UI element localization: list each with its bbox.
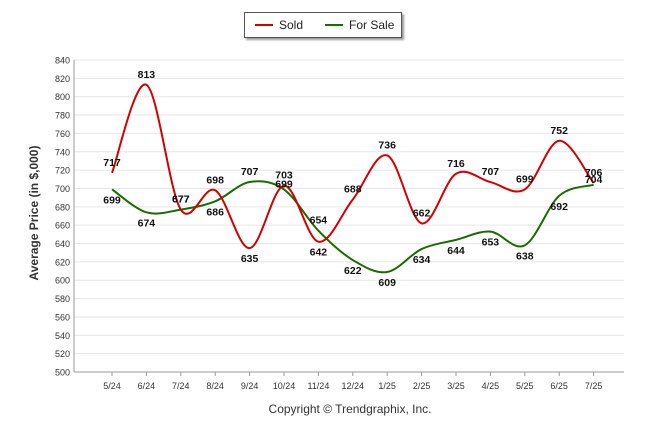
y-tick-label: 760 [55,129,70,139]
x-tick-label: 1/25 [378,381,396,391]
legend-item-sold[interactable]: Sold [255,18,303,32]
for-sale-data-label: 609 [378,277,396,289]
for-sale-data-label: 699 [275,178,293,190]
sold-data-label: 703 [275,170,293,182]
sold-data-label: 698 [206,174,224,186]
for-sale-data-label: 677 [172,194,190,206]
sold-data-label: 642 [310,247,328,259]
sold-swatch [255,24,273,26]
y-tick-label: 660 [55,221,70,231]
x-tick-label: 2/25 [413,381,431,391]
x-tick-label: 4/25 [482,381,500,391]
sold-data-label: 707 [482,166,500,178]
x-tick-label: 8/24 [206,381,224,391]
y-tick-label: 800 [55,92,70,102]
for-sale-data-label: 686 [206,206,224,218]
y-tick-label: 820 [55,74,70,84]
x-tick-label: 11/24 [307,381,329,391]
series-lines [111,83,595,274]
sold-data-label: 716 [447,158,465,170]
y-tick-label: 560 [55,312,70,322]
for-sale-data-label: 638 [516,250,534,262]
y-tick-label: 500 [55,368,70,378]
copyright: Copyright © Trendgraphix, Inc. [268,402,432,416]
legend-for-sale-label: For Sale [349,18,395,32]
grid [73,59,624,373]
for-sale-data-label: 654 [310,215,328,227]
sold-line [111,83,595,250]
sold-data-label: 699 [516,173,534,185]
y-tick-label: 520 [55,349,70,359]
x-tick-label: 6/25 [550,381,568,391]
x-axis-ticks: 5/24 6/24 7/24 8/24 9/24 10/24 11/24 12/24 1/25 2… [103,372,602,391]
y-tick-label: 780 [55,111,70,121]
y-tick-label: 580 [55,294,70,304]
sold-data-label: 706 [585,167,603,179]
sold-data-label: 717 [103,157,121,169]
x-tick-label: 6/24 [138,381,156,391]
y-tick-label: 680 [55,202,70,212]
x-tick-label: 12/24 [342,381,365,391]
x-tick-label: 7/24 [172,381,190,391]
for-sale-data-label: 634 [413,254,431,266]
legend-item-for-sale[interactable]: For Sale [325,18,394,32]
y-axis-label: Average Price (in $,000) [27,145,41,281]
x-tick-label: 5/25 [516,381,534,391]
sold-data-label: 677 [172,194,190,206]
y-tick-label: 700 [55,184,70,194]
sold-data-label: 813 [138,69,156,81]
y-tick-label: 840 [55,56,70,66]
y-axis-ticks: 500 520 540 560 580 600 620 640 660 680 700 720 740 7… [55,56,70,378]
x-tick-label: 9/24 [241,381,259,391]
legend-sold-label: Sold [279,18,304,32]
sold-data-label: 688 [344,183,362,195]
x-tick-label: 10/24 [273,381,296,391]
sold-data-label: 635 [241,253,259,265]
legend: Sold For Sale [244,12,402,38]
for-sale-line [111,180,594,274]
y-tick-label: 540 [55,331,70,341]
for-sale-data-label: 653 [482,237,500,249]
for-sale-data-label: 692 [550,201,568,213]
for-sale-data-label: 699 [103,194,121,206]
y-tick-label: 640 [55,239,70,249]
for-sale-swatch [325,24,344,26]
x-tick-label: 5/24 [103,381,121,391]
for-sale-data-label: 622 [344,265,362,277]
y-tick-label: 600 [55,276,70,286]
sold-data-label: 662 [413,207,431,219]
sold-data-label: 752 [550,125,568,137]
x-tick-label: 7/25 [585,381,603,391]
sold-data-label: 736 [378,139,396,151]
y-tick-label: 720 [55,166,70,176]
y-tick-label: 620 [55,257,70,267]
for-sale-data-label: 707 [241,166,259,178]
for-sale-data-label: 704 [585,174,603,186]
data-labels: 717 813 677 698 635 703 642 688 736 662 716 707 699 7… [103,69,602,289]
y-tick-label: 740 [55,147,70,157]
for-sale-data-label: 644 [447,245,465,257]
for-sale-data-label: 674 [138,217,156,229]
x-tick-label: 3/25 [447,381,465,391]
